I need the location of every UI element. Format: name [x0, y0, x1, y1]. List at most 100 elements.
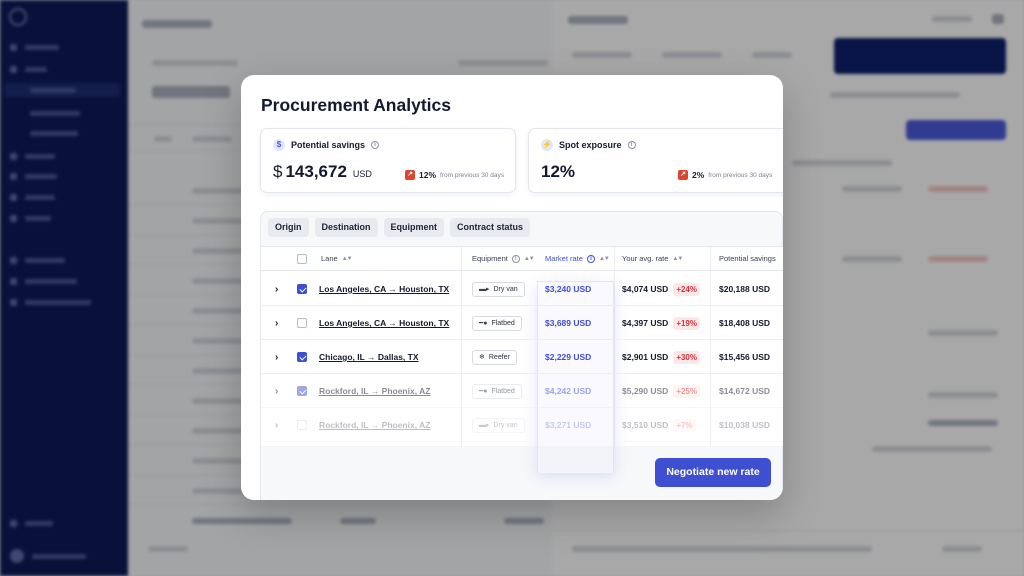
sort-icon[interactable]: ▲▼: [341, 256, 353, 262]
trend-indicator: ↗ 2% from previous 30 days: [678, 170, 772, 180]
equipment-label: Reefer: [488, 353, 510, 361]
sort-icon[interactable]: ▲▼: [672, 256, 683, 262]
info-icon[interactable]: i: [627, 141, 636, 149]
avg-rate-value: $4,074 USD: [622, 284, 669, 294]
equipment-label: Dry van: [493, 421, 518, 429]
row-checkbox[interactable]: [297, 272, 307, 306]
expand-chevron-icon[interactable]: ›: [275, 283, 279, 295]
column-header-avg-rate[interactable]: Your avg. rate ▲▼: [622, 247, 683, 271]
avg-rate-value: $5,290 USD: [622, 386, 669, 396]
bg-nav-item: [10, 214, 51, 222]
bg-nav-item: [10, 43, 59, 51]
column-header-market-rate[interactable]: Market rate i ▲▼: [545, 247, 610, 271]
lane-link[interactable]: Los Angeles, CA → Houston, TX: [319, 284, 450, 294]
lightning-icon: ⚡: [541, 139, 553, 151]
lane-link[interactable]: Chicago, IL → Dallas, TX: [319, 352, 419, 362]
spot-exposure-value: 12%: [541, 162, 576, 181]
bg-nav-item: [10, 65, 47, 73]
negotiate-new-rate-button[interactable]: Negotiate new rate: [655, 458, 771, 487]
column-divider: [710, 247, 711, 447]
avg-rate-cell: $3,510 USD +7%: [622, 408, 696, 442]
avg-rate-cell: $2,901 USD +30%: [622, 340, 700, 374]
spot-exposure-card: ⚡ Spot exposure i 12% ↗ 2% from previous…: [528, 128, 783, 193]
expand-chevron-icon[interactable]: ›: [275, 351, 279, 363]
bg-nav-item: [10, 519, 53, 527]
bg-nav-item: [10, 152, 55, 160]
filter-destination[interactable]: Destination: [314, 218, 378, 237]
checkbox-box[interactable]: [297, 386, 307, 396]
checkbox-box[interactable]: [297, 352, 307, 362]
bg-nav-item: [30, 129, 78, 137]
column-header-potential-savings[interactable]: Potential savings: [719, 247, 776, 271]
trend-indicator: ↗ 12% from previous 30 days: [405, 170, 504, 180]
market-rate-value: $3,240 USD: [545, 284, 592, 294]
row-checkbox[interactable]: [297, 408, 307, 442]
checkbox-box[interactable]: [297, 318, 307, 328]
lane-link[interactable]: Rockford, IL → Phoenix, AZ: [319, 420, 431, 430]
currency-symbol: $: [273, 162, 283, 181]
checkbox-box[interactable]: [297, 420, 307, 430]
equipment-tag: ━● Flatbed: [472, 306, 522, 340]
potential-savings-value: $10,038 USD: [719, 420, 771, 430]
trend-value: 12%: [419, 170, 437, 180]
rate-delta-badge: +7%: [673, 418, 696, 432]
column-header-equipment[interactable]: Equipment i ▲▼: [472, 247, 535, 271]
table-row[interactable]: › Los Angeles, CA → Houston, TX ▬▸ Dry van $…: [261, 272, 783, 306]
table-header: Lane ▲▼ Equipment i ▲▼ Market rate i ▲▼ …: [261, 247, 783, 271]
card-title: Potential savings: [291, 140, 366, 150]
table-row[interactable]: › Chicago, IL → Dallas, TX ❄ Reefer $2,229 U…: [261, 340, 783, 374]
info-icon[interactable]: i: [586, 255, 595, 263]
sort-icon[interactable]: ▲▼: [523, 256, 535, 262]
avg-rate-cell: $4,397 USD +19%: [622, 306, 700, 340]
row-checkbox[interactable]: [297, 306, 307, 340]
select-all-checkbox[interactable]: [297, 254, 307, 264]
lane-link[interactable]: Los Angeles, CA → Houston, TX: [319, 318, 450, 328]
card-value: $ 143,672 USD: [273, 162, 372, 182]
equipment-tag: ❄ Reefer: [472, 340, 517, 374]
equipment-tag: ▬▸ Dry van: [472, 272, 525, 306]
filter-contract-status[interactable]: Contract status: [450, 218, 531, 237]
trend-up-icon: ↗: [405, 170, 415, 180]
sort-icon[interactable]: ▲▼: [598, 256, 610, 262]
truck-icon: ▬▸: [479, 286, 490, 293]
bg-nav-item: [10, 549, 86, 563]
expand-chevron-icon[interactable]: ›: [275, 419, 279, 431]
column-label: Potential savings: [719, 254, 776, 263]
table-row[interactable]: › Rockford, IL → Phoenix, AZ ▬▸ Dry van $3,2…: [261, 408, 783, 442]
table-row[interactable]: › Rockford, IL → Phoenix, AZ ━● Flatbed $4,2…: [261, 374, 783, 408]
card-header: ⚡ Spot exposure i: [541, 139, 636, 151]
rate-delta-badge: +30%: [673, 350, 700, 364]
column-divider: [461, 247, 462, 447]
table-row[interactable]: › Los Angeles, CA → Houston, TX ━● Flatbed $…: [261, 306, 783, 340]
info-icon[interactable]: i: [371, 141, 380, 149]
card-value: 12%: [541, 162, 575, 182]
snowflake-icon: ❄: [479, 354, 485, 361]
lane-link[interactable]: Rockford, IL → Phoenix, AZ: [319, 386, 431, 396]
avg-rate-cell: $5,290 USD +25%: [622, 374, 700, 408]
expand-chevron-icon[interactable]: ›: [275, 385, 279, 397]
filter-equipment[interactable]: Equipment: [383, 218, 445, 237]
potential-savings-value: $20,188 USD: [719, 284, 771, 294]
avg-rate-value: $2,901 USD: [622, 352, 669, 362]
row-checkbox[interactable]: [297, 340, 307, 374]
savings-value: 143,672: [285, 162, 347, 181]
column-header-lane[interactable]: Lane ▲▼: [321, 247, 353, 271]
kpi-cards: $ Potential savings i $ 143,672 USD ↗ 12…: [260, 128, 783, 194]
filter-origin[interactable]: Origin: [268, 218, 309, 237]
bg-nav-item: [4, 83, 120, 97]
rate-delta-badge: +24%: [673, 282, 700, 296]
market-rate-highlight: [537, 281, 614, 473]
info-icon[interactable]: i: [511, 255, 520, 263]
modal-title: Procurement Analytics: [261, 95, 451, 115]
column-label: Market rate: [545, 254, 583, 263]
bg-nav-item: [10, 277, 77, 285]
row-checkbox[interactable]: [297, 374, 307, 408]
rate-delta-badge: +19%: [673, 316, 700, 330]
avg-rate-value: $4,397 USD: [622, 318, 669, 328]
expand-chevron-icon[interactable]: ›: [275, 317, 279, 329]
avg-rate-cell: $4,074 USD +24%: [622, 272, 700, 306]
currency-unit: USD: [352, 169, 372, 179]
flatbed-icon: ━●: [479, 320, 488, 327]
market-rate-value: $3,271 USD: [545, 420, 592, 430]
checkbox-box[interactable]: [297, 284, 307, 294]
